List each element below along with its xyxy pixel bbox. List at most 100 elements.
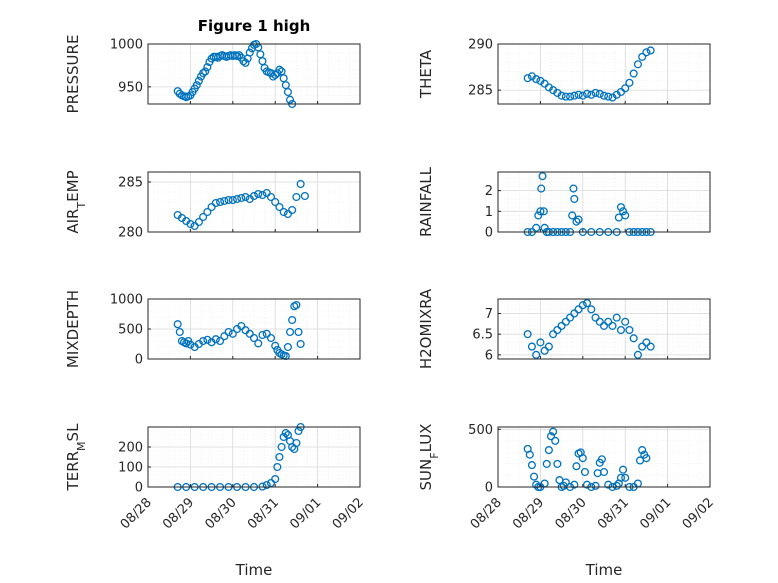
y-tick-label: 290 [468, 38, 493, 53]
ylabel-0: PRESSURE [64, 35, 82, 114]
axes-box-5 [497, 298, 711, 360]
data-point [536, 207, 545, 216]
data-point [534, 211, 543, 220]
ylabel-1: THETA [417, 49, 435, 99]
data-point [216, 336, 225, 346]
data-point [220, 332, 229, 341]
data-point [232, 194, 242, 204]
ylabel-4: MIXDEPTH [64, 290, 82, 368]
data-point [580, 467, 589, 477]
data-point [561, 92, 570, 101]
y-tick-label: 2 [485, 184, 493, 199]
y-tick-label: 200 [118, 441, 143, 456]
axes-box-2 [147, 171, 361, 233]
data-point [237, 193, 246, 203]
data-point [525, 450, 534, 459]
y-tick-label: 6 [485, 348, 493, 363]
plot-panel-1: 285 290 THETA [417, 38, 711, 105]
y-tick-label: 285 [118, 176, 143, 191]
data-point [216, 197, 225, 207]
data-point [553, 325, 562, 335]
data-point [570, 309, 579, 318]
data-point [642, 454, 651, 463]
data-point [203, 335, 212, 344]
data-point [245, 48, 254, 57]
data-point [625, 325, 634, 335]
data-point [182, 339, 191, 348]
data-point [616, 325, 626, 335]
x-tick-label: 08/30 [203, 495, 240, 532]
data-point [199, 336, 208, 346]
data-point [549, 330, 558, 339]
data-point [568, 211, 577, 220]
data-point [569, 184, 578, 193]
axes-box-1 [497, 43, 711, 105]
data-point [532, 480, 541, 489]
data-point [527, 342, 536, 351]
data-point [570, 194, 579, 203]
data-point [211, 335, 220, 344]
data-point [275, 202, 284, 212]
chart-title: Figure 1 high [198, 17, 311, 35]
x-tick-label: 09/01 [637, 495, 674, 532]
data-point [561, 478, 570, 487]
plot-panel-0: 950 1000 PRESSURE Figure 1 high [64, 17, 361, 114]
data-point [582, 89, 592, 98]
data-point [249, 191, 259, 201]
data-point [546, 432, 556, 441]
data-point [292, 192, 301, 202]
data-point [296, 339, 305, 349]
x-tick-label: 08/31 [245, 495, 282, 532]
data-point [582, 299, 592, 308]
data-point [557, 321, 566, 330]
y-tick-label: 950 [118, 80, 143, 95]
data-point [186, 219, 195, 229]
x-axis-label: Time [235, 561, 273, 579]
data-point [621, 473, 630, 482]
data-point [285, 327, 295, 337]
data-point [553, 459, 562, 468]
data-point [300, 191, 309, 201]
data-point [224, 327, 233, 337]
data-point [604, 317, 613, 326]
data-point [194, 76, 203, 85]
data-point [529, 472, 539, 481]
y-tick-label: 1 [485, 205, 493, 220]
x-axis-label: Time [585, 561, 623, 579]
y-tick-label: 0 [135, 353, 143, 368]
data-point [646, 342, 655, 351]
data-point [285, 95, 295, 104]
data-point [258, 57, 267, 66]
data-point [595, 89, 604, 98]
data-point [599, 467, 609, 477]
data-point [549, 427, 558, 436]
x-tick-label: 08/29 [160, 495, 197, 532]
data-point [536, 338, 545, 347]
data-point [638, 446, 647, 455]
x-tick-label: 09/01 [287, 495, 324, 532]
data-point [241, 58, 250, 67]
data-point [283, 209, 292, 219]
data-point [258, 330, 267, 340]
data-point [288, 205, 297, 215]
data-point [591, 88, 600, 97]
data-point [587, 305, 596, 314]
x-tick-label: 09/02 [330, 495, 367, 532]
data-point [544, 446, 553, 455]
data-point [527, 461, 536, 470]
data-point [599, 321, 609, 330]
data-point [540, 223, 549, 232]
data-point [542, 459, 551, 468]
data-point [277, 442, 286, 452]
data-point [283, 342, 292, 352]
ylabel-5: H2OMIXRA [417, 288, 435, 369]
data-point [629, 334, 638, 343]
plot-panel-2: 280 285 AIRTEMP [64, 170, 361, 241]
data-point [283, 87, 292, 97]
data-point [199, 212, 208, 222]
data-point [570, 91, 579, 100]
data-point [523, 74, 532, 83]
data-point [296, 179, 305, 189]
y-tick-label: 6.5 [472, 328, 493, 343]
